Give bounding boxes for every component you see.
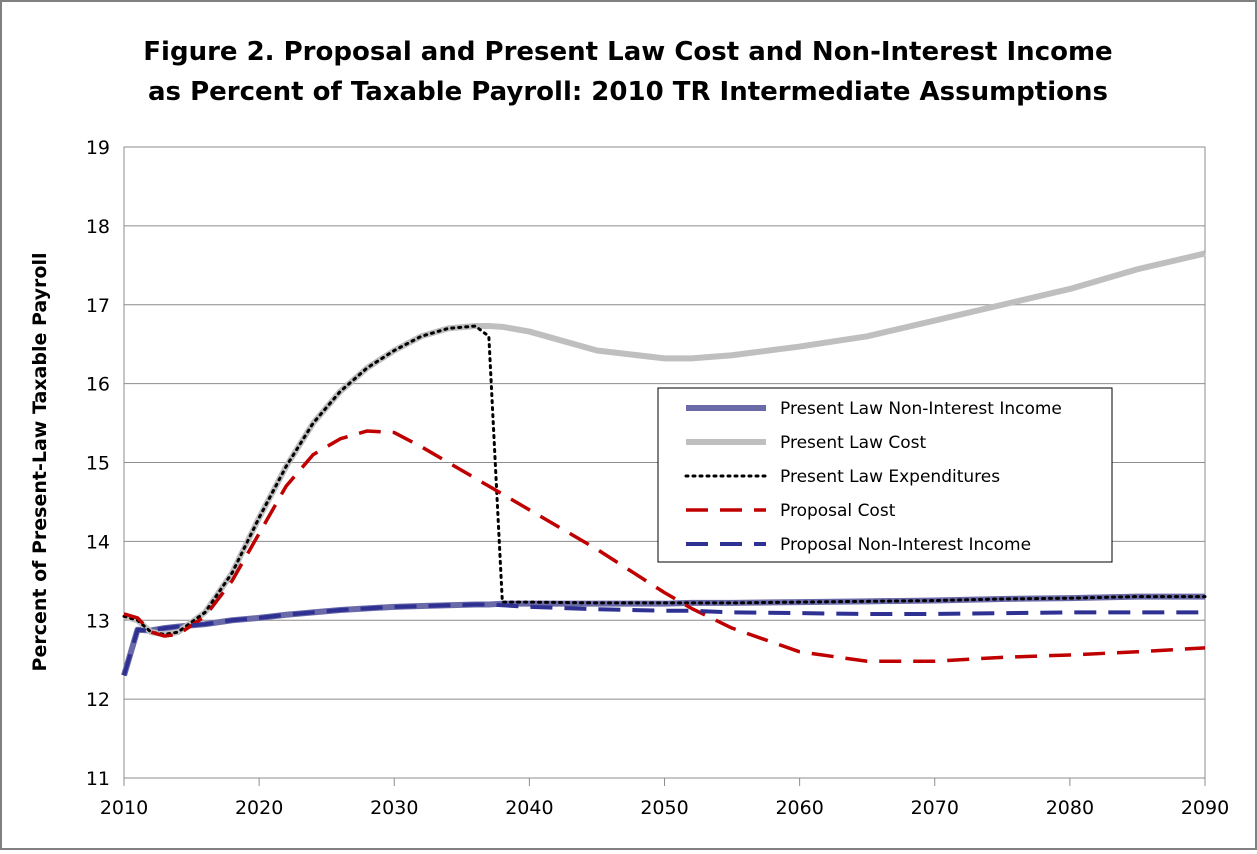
legend [657,387,1113,563]
legend-label: Present Law Non-Interest Income [780,399,1062,419]
y-tick-label: 19 [86,137,110,159]
x-tick-label: 2050 [640,797,688,819]
x-tick-label: 2020 [235,797,283,819]
y-tick-label: 15 [86,453,110,475]
chart-title: Figure 2. Proposal and Present Law Cost … [143,37,1112,67]
x-tick-label: 2030 [370,797,418,819]
legend-label: Proposal Cost [780,501,896,521]
legend-label: Present Law Cost [780,433,927,453]
x-tick-label: 2080 [1046,797,1094,819]
series-line [123,429,1206,664]
y-tick-label: 18 [86,216,110,238]
y-axis-label: Percent of Present-Law Taxable Payroll [29,253,51,672]
y-tick-label: 17 [86,295,110,317]
x-tick-label: 2040 [505,797,553,819]
chart-title: as Percent of Taxable Payroll: 2010 TR I… [148,77,1108,107]
x-tick-label: 2010 [100,797,148,819]
legend-label: Proposal Non-Interest Income [780,535,1031,555]
y-tick-label: 13 [86,610,110,632]
series-line [122,324,1207,636]
legend-label: Present Law Expenditures [780,467,1000,487]
series-line [122,602,1205,677]
x-tick-label: 2060 [775,797,823,819]
y-tick-label: 11 [86,768,110,790]
x-tick-label: 2070 [911,797,959,819]
y-tick-label: 12 [86,689,110,711]
y-tick-label: 14 [86,531,110,553]
x-tick-label: 2090 [1181,797,1229,819]
y-tick-label: 16 [86,374,110,396]
